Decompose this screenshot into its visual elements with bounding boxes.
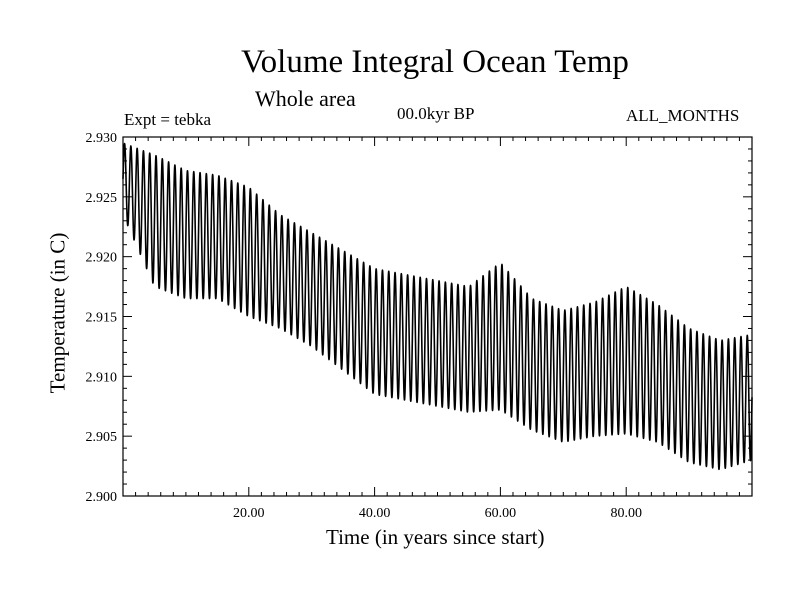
y-tick-label: 2.920: [86, 251, 118, 266]
y-tick-label: 2.925: [86, 191, 118, 206]
temperature-series-line: [122, 142, 753, 471]
chart-title: Volume Integral Ocean Temp: [241, 44, 629, 80]
y-tick-label: 2.930: [86, 131, 118, 146]
x-tick-label: 60.00: [485, 506, 517, 521]
x-tick-label: 40.00: [359, 506, 391, 521]
y-tick-label: 2.900: [86, 490, 118, 505]
y-tick-label: 2.910: [86, 370, 118, 385]
x-axis-label: Time (in years since start): [326, 525, 545, 549]
y-tick-label: 2.915: [86, 311, 118, 326]
x-tick-label: 80.00: [610, 506, 642, 521]
experiment-label: Expt = tebka: [124, 110, 212, 129]
chart-subtitle: Whole area: [255, 86, 356, 111]
months-label: ALL_MONTHS: [626, 106, 740, 125]
y-tick-label: 2.905: [86, 430, 118, 445]
x-tick-label: 20.00: [233, 506, 265, 521]
period-label: 00.0kyr BP: [397, 104, 475, 123]
